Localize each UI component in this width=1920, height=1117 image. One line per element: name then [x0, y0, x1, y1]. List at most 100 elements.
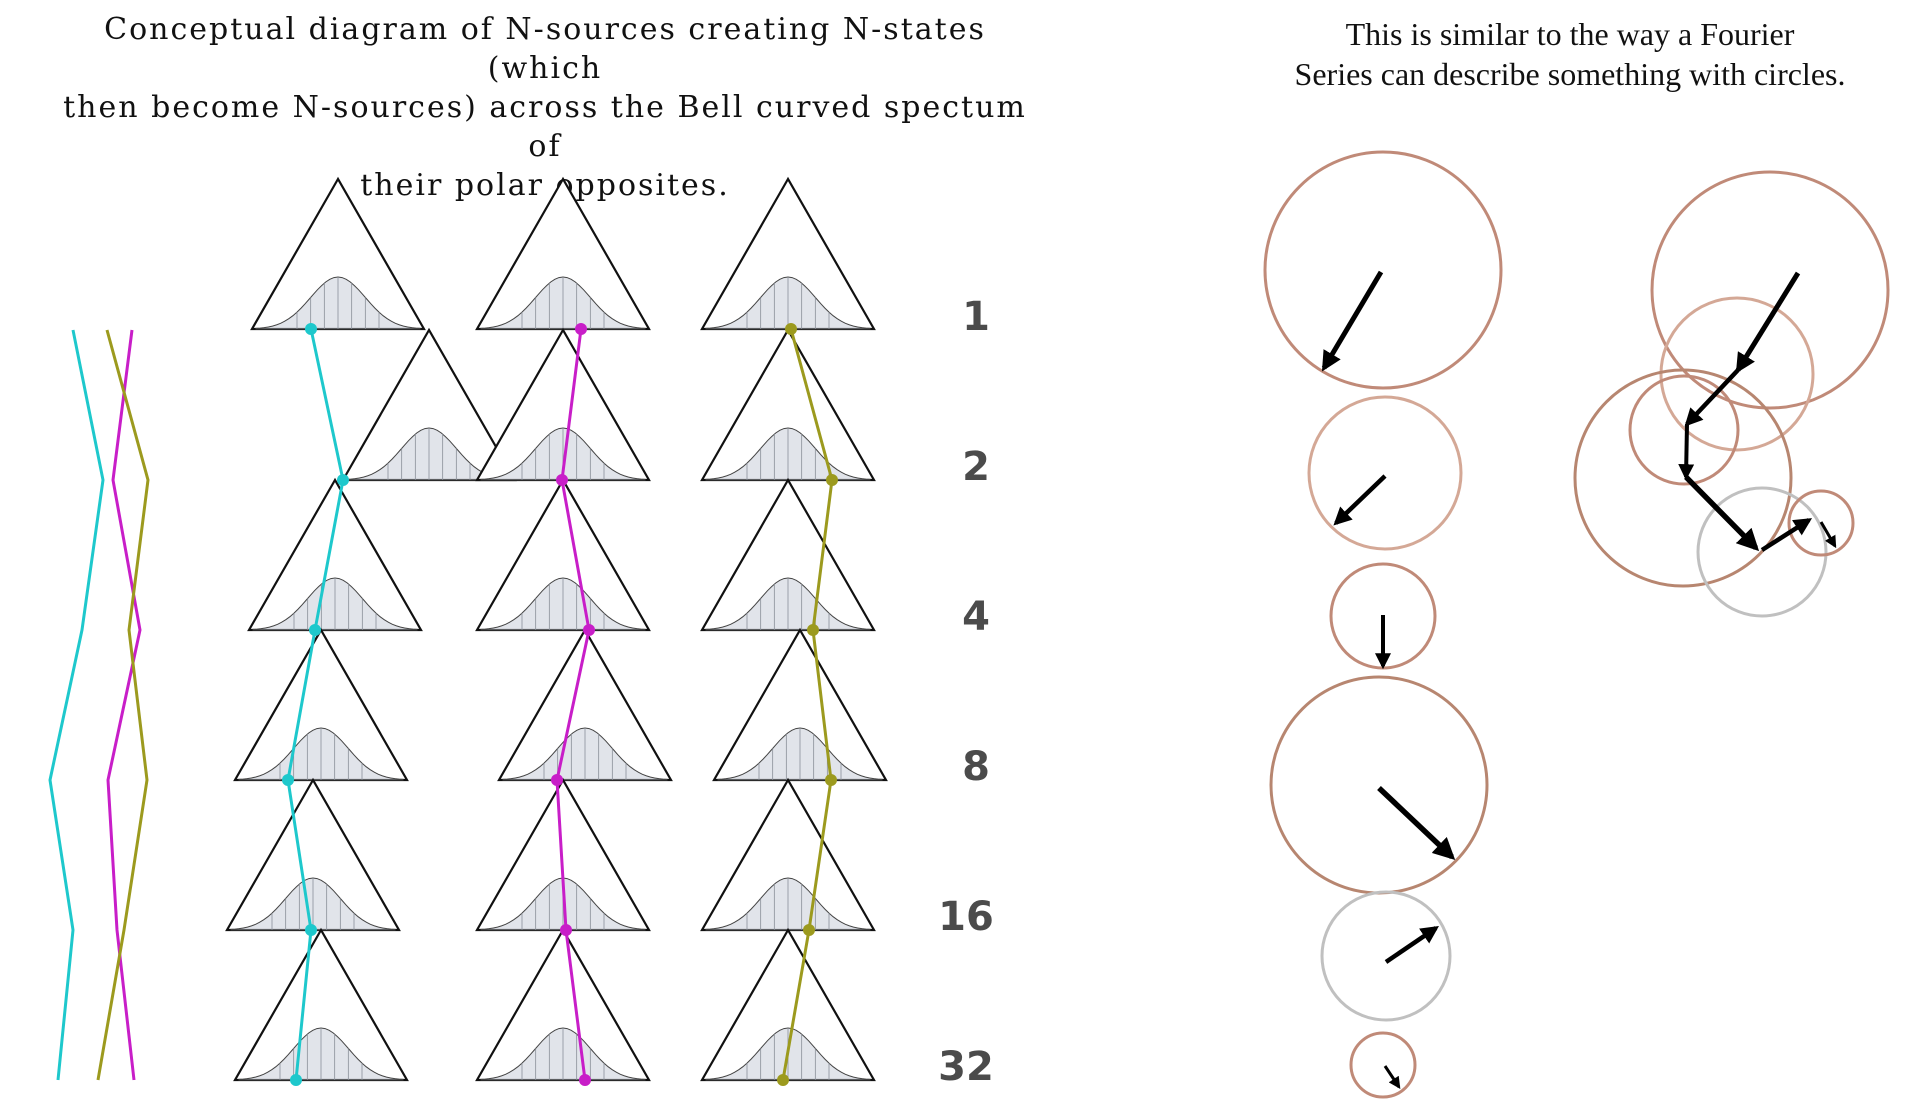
state-node: [803, 924, 815, 936]
arrow-icon: [1678, 423, 1695, 481]
state-node: [551, 774, 563, 786]
bell-curve-icon: [238, 1027, 404, 1081]
arrow-icon: [1735, 271, 1801, 374]
summary-path-line: [106, 329, 142, 1081]
triangle-icon: [700, 477, 876, 632]
circle-icon: [1628, 374, 1740, 486]
left-diagram-title: Conceptual diagram of N-sources creating…: [60, 10, 1030, 205]
circle-icon: [1263, 150, 1503, 390]
state-node: [825, 774, 837, 786]
bell-curve-icon: [480, 276, 646, 330]
arrow-icon: [1321, 270, 1384, 372]
level-label: 2: [962, 444, 990, 490]
bell-curve-icon: [705, 577, 871, 631]
circle-outline: [1787, 489, 1855, 557]
bell-curve-icon: [705, 877, 871, 931]
circle-outline: [1650, 170, 1890, 410]
state-node: [583, 624, 595, 636]
state-node: [309, 624, 321, 636]
triangle-icon: [475, 327, 651, 482]
arrow-icon: [1760, 518, 1813, 552]
level-label: 1: [962, 294, 990, 340]
state-path-line: [286, 328, 345, 1081]
bell-curve-icon: [238, 727, 404, 781]
circle-icon: [1650, 170, 1890, 410]
circle-outline: [1320, 890, 1452, 1022]
fourier-circle-column: [1263, 150, 1503, 1099]
triangle-icon: [475, 927, 651, 1082]
right-diagram-title: This is similar to the way a Fourier Ser…: [1250, 14, 1890, 94]
arrow-icon: [1333, 474, 1387, 526]
bell-curve-icon: [230, 877, 396, 931]
state-node: [305, 323, 317, 335]
circle-icon: [1659, 296, 1815, 452]
circle-icon: [1269, 675, 1489, 895]
left-title-line-3: their polar opposites.: [360, 168, 730, 203]
triangle-icon: [250, 176, 426, 331]
triangle-icon: [247, 477, 423, 632]
arrow-icon: [1684, 475, 1760, 552]
state-node: [560, 924, 572, 936]
n-sources-diagram: 1 2 4 8 16 32: [48, 176, 994, 1090]
circle-outline: [1349, 1031, 1417, 1099]
right-title-line-2: Series can describe something with circl…: [1294, 56, 1846, 92]
state-node: [337, 474, 349, 486]
state-paths: [282, 323, 838, 1086]
bell-curve-icon: [480, 427, 646, 481]
triangle-icon: [225, 777, 401, 932]
triangle-grid: [225, 176, 888, 1082]
triangle-icon: [475, 176, 651, 331]
circle-outline: [1307, 395, 1463, 551]
arrow-icon: [1377, 786, 1456, 861]
summary-path-line: [48, 329, 105, 1081]
state-node: [579, 1074, 591, 1086]
state-node: [290, 1074, 302, 1086]
arrow-icon: [1384, 925, 1439, 964]
left-title-line-2: then become N-sources) across the Bell c…: [63, 90, 1027, 164]
state-node: [575, 323, 587, 335]
bell-curve-icon: [255, 276, 421, 330]
arrow-icon: [1819, 521, 1837, 549]
state-path: [551, 323, 595, 1086]
bell-curve-icon: [480, 1027, 646, 1081]
level-label: 8: [962, 744, 990, 790]
circle-outline: [1263, 150, 1503, 390]
circle-icon: [1329, 562, 1437, 670]
triangle-icon: [700, 777, 876, 932]
bell-curve-icon: [480, 577, 646, 631]
circle-icon: [1696, 486, 1828, 618]
right-title-line-1: This is similar to the way a Fourier: [1345, 16, 1795, 52]
state-node: [282, 774, 294, 786]
circle-icon: [1307, 395, 1463, 551]
circle-icon: [1349, 1031, 1417, 1099]
circle-outline: [1573, 368, 1793, 588]
arrow-icon: [1383, 1065, 1401, 1089]
state-node: [807, 624, 819, 636]
level-label: 4: [962, 594, 990, 640]
triangle-icon: [341, 327, 517, 482]
circle-outline: [1628, 374, 1740, 486]
circle-icon: [1573, 368, 1793, 588]
state-node: [777, 1074, 789, 1086]
level-label: 16: [938, 894, 994, 940]
state-node: [826, 474, 838, 486]
state-path: [777, 323, 838, 1086]
state-node: [305, 924, 317, 936]
summary-paths: [48, 329, 150, 1081]
fourier-epicycle-chain: [1573, 170, 1890, 618]
triangle-icon: [233, 927, 409, 1082]
arrow-icon: [1684, 368, 1740, 427]
triangle-icon: [233, 627, 409, 782]
level-labels: 1 2 4 8 16 32: [938, 294, 994, 1090]
state-node: [785, 323, 797, 335]
circle-outline: [1696, 486, 1828, 618]
bell-curve-icon: [502, 727, 668, 781]
circle-outline: [1269, 675, 1489, 895]
triangle-icon: [700, 327, 876, 482]
bell-curve-icon: [252, 577, 418, 631]
circle-icon: [1787, 489, 1855, 557]
summary-path-line: [96, 329, 150, 1081]
state-path-line: [781, 328, 834, 1081]
circle-icon: [1320, 890, 1452, 1022]
